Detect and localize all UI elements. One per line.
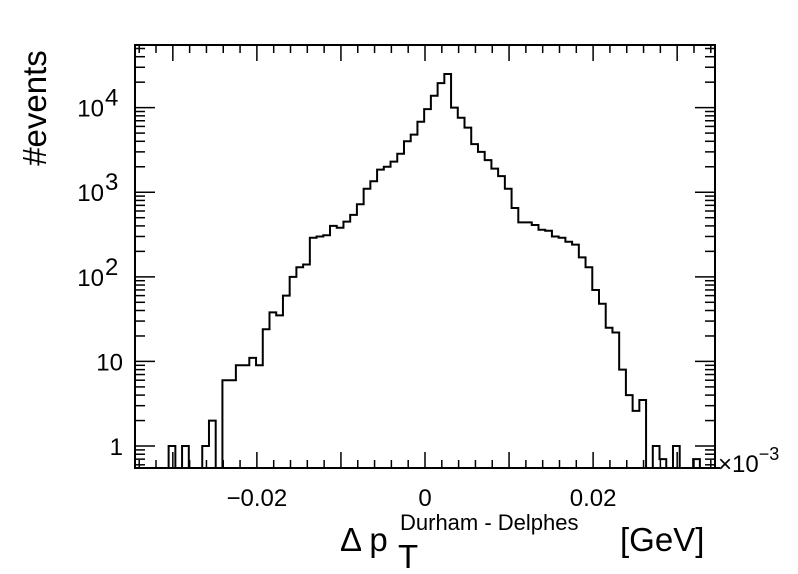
x-tick-labels: −0.02 0 0.02 [227,485,617,512]
x-scale-exponent: −3 [759,444,780,464]
y-tick-label: 10 [77,265,104,292]
histogram-layer [135,72,721,469]
y-tick-exponent: 2 [105,254,118,281]
x-scale-multiplier: ×10−3 [718,444,779,478]
x-axis-title-superscript: Durham - Delphes [400,510,579,535]
x-tick-label: 0.02 [570,485,617,512]
y-tick-label: 1 [110,434,123,461]
x-axis-title: Δ p T Durham - Delphes [GeV] [340,510,704,574]
x-axis-title-delta: Δ p [340,521,388,558]
axis-ticks [135,45,715,468]
y-tick-exponent: 3 [105,169,118,196]
y-axis-title: #events [16,50,53,166]
histogram-outline [135,72,721,469]
y-tick-label: 10 [77,180,104,207]
plot-frame [134,44,716,469]
x-axis-title-subscript: T [398,538,418,574]
x-scale-label: ×10 [718,451,759,478]
x-tick-label: −0.02 [227,485,288,512]
y-tick-label: 10 [96,349,123,376]
x-tick-label: 0 [418,485,431,512]
y-tick-label: 10 [77,96,104,123]
y-tick-exponent: 4 [105,85,118,112]
x-axis-title-unit: [GeV] [620,521,704,558]
